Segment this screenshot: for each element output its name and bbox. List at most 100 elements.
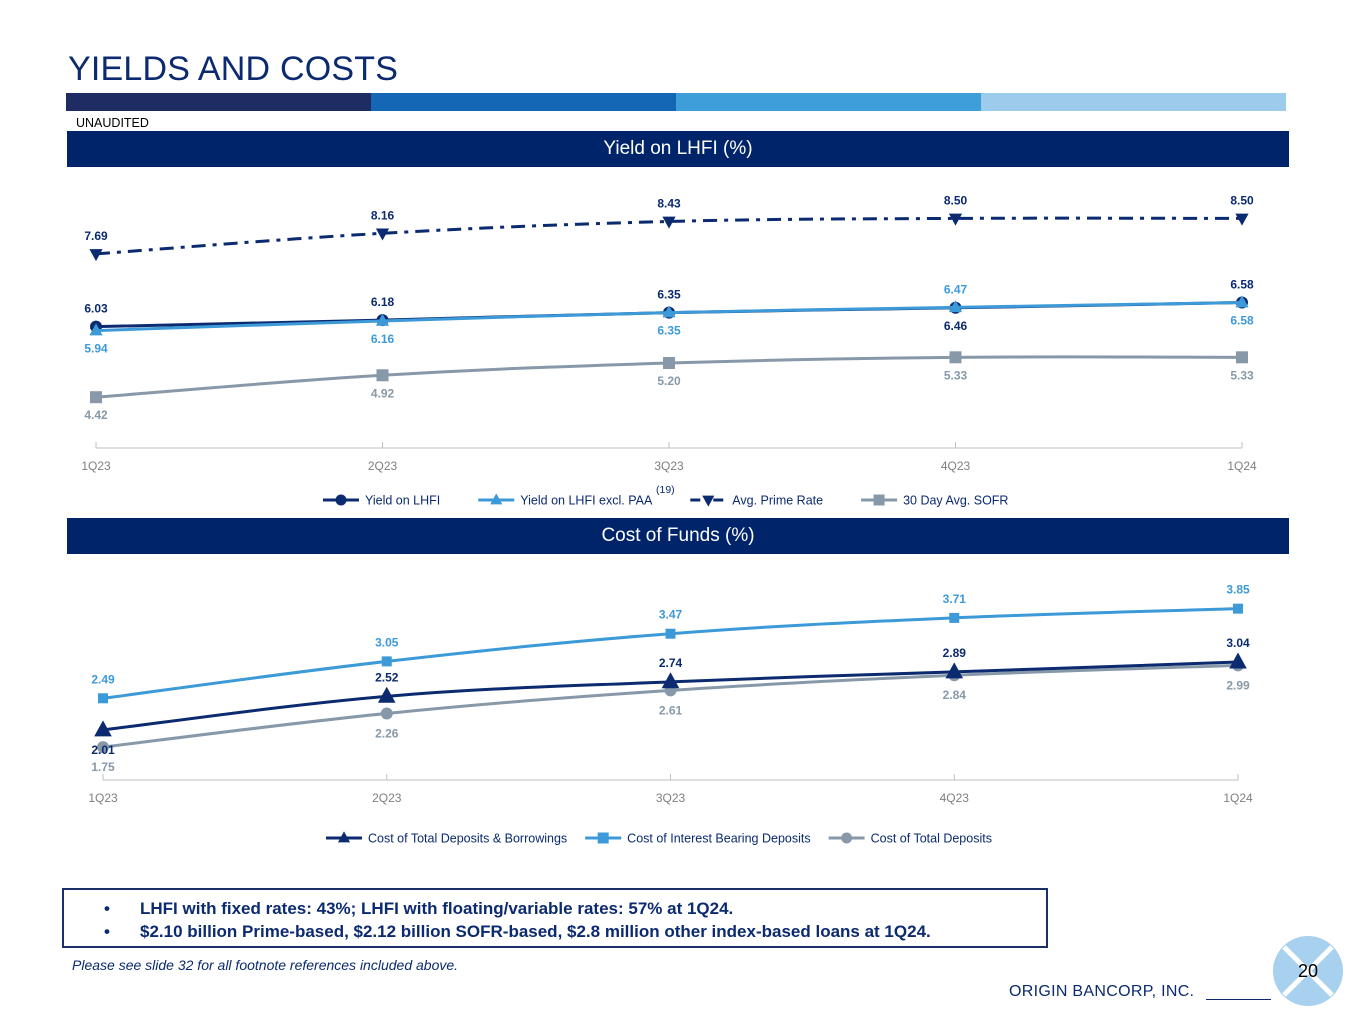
data-point-marker: [89, 249, 103, 262]
color-bar-segment-1: [66, 93, 371, 111]
key-points-box: • LHFI with fixed rates: 43%; LHFI with …: [62, 888, 1048, 948]
data-point-marker: [948, 300, 963, 313]
legend-marker: [335, 494, 347, 506]
x-tick-label: 4Q23: [941, 459, 971, 473]
data-label: 7.69: [84, 229, 108, 243]
data-point-marker: [375, 228, 390, 241]
data-label: 3.71: [943, 592, 967, 606]
x-tick-label: 2Q23: [368, 459, 398, 473]
legend-marker: [490, 493, 503, 505]
origin-logo-icon: [1273, 936, 1343, 1006]
data-label: 6.35: [657, 324, 681, 338]
legend-label: Cost of Total Deposits & Borrowings: [368, 832, 567, 846]
legend-entry: Cost of Interest Bearing Deposits: [585, 832, 811, 846]
data-label: 2.84: [943, 688, 967, 702]
x-tick-label: 1Q24: [1227, 459, 1257, 473]
company-name: ORIGIN BANCORP, INC.: [1009, 983, 1195, 1000]
data-point-marker: [662, 216, 676, 229]
x-tick-label: 1Q23: [81, 459, 111, 473]
data-label: 2.89: [943, 646, 967, 660]
data-point-marker: [380, 707, 393, 720]
cost-chart-header: Cost of Funds (%): [67, 518, 1289, 554]
data-point-marker: [1235, 295, 1249, 308]
yield-chart-header: Yield on LHFI (%): [67, 131, 1289, 167]
data-label: 6.47: [944, 282, 968, 296]
data-label: 2.61: [659, 703, 683, 717]
data-label: 6.35: [657, 288, 681, 302]
legend-label: Cost of Total Deposits: [871, 832, 992, 846]
data-label: 2.01: [91, 743, 115, 757]
data-label: 3.47: [659, 608, 683, 622]
data-label: 6.46: [944, 319, 968, 333]
data-point-marker: [1229, 652, 1247, 669]
legend-marker: [873, 494, 885, 506]
legend-label: Yield on LHFI: [365, 494, 440, 508]
x-tick-label: 4Q23: [940, 791, 970, 805]
company-underline: [1206, 999, 1271, 1000]
x-tick-label: 1Q23: [88, 791, 118, 805]
page-number: 20: [1298, 961, 1319, 981]
data-label: 8.16: [371, 208, 395, 222]
data-point-marker: [948, 213, 963, 226]
data-label: 1.75: [91, 760, 115, 774]
bullet-symbol: •: [104, 922, 110, 941]
x-tick-label: 1Q24: [1223, 791, 1253, 805]
data-point-marker: [98, 693, 108, 704]
data-label: 2.49: [91, 672, 115, 686]
data-label: 2.74: [659, 656, 683, 670]
data-label: 5.33: [1230, 368, 1254, 382]
data-label: 3.04: [1226, 636, 1250, 650]
series-cost-of-interest-bearing-deposits: 2.49 3.05 3.47 3.71 3.85: [91, 583, 1250, 704]
page-title: YIELDS AND COSTS: [68, 50, 399, 88]
legend-marker: [337, 831, 351, 843]
data-point-marker: [945, 662, 964, 679]
legend-entry: Cost of Total Deposits & Borrowings: [326, 831, 567, 846]
data-point-marker: [375, 313, 390, 326]
data-point-marker: [94, 720, 112, 737]
cost-of-funds-chart: 1Q23 2Q23 3Q23 4Q23 1Q24 1.75 2.26 2.61 2.84 2.99…: [88, 583, 1253, 846]
legend-entry: 30 Day Avg. SOFR: [861, 494, 1008, 508]
data-point-marker: [1236, 351, 1248, 364]
data-point-marker: [376, 369, 389, 382]
data-point-marker: [949, 351, 962, 364]
data-label: 6.18: [371, 295, 395, 309]
x-tick-label: 2Q23: [372, 791, 402, 805]
legend-label: Cost of Interest Bearing Deposits: [627, 832, 810, 846]
series-avg-prime-rate: 7.69 8.16 8.43 8.50 8.50: [84, 193, 1254, 262]
data-label: 8.50: [1230, 193, 1254, 207]
legend-entry: Yield on LHFI excl. PAA: [478, 493, 653, 508]
data-point-marker: [97, 741, 109, 754]
bullet-symbol: •: [104, 899, 110, 918]
series-30-day-avg-sofr: 4.42 4.92 5.20 5.33 5.33: [84, 351, 1254, 422]
legend-entry: Yield on LHFI: [323, 494, 440, 508]
data-label: 2.52: [375, 670, 399, 684]
data-label: 4.92: [371, 386, 395, 400]
data-label: 3.05: [375, 635, 399, 649]
data-label: 3.85: [1226, 583, 1250, 597]
data-point-marker: [949, 612, 960, 623]
series-line: [95, 216, 1243, 256]
legend-label: Avg. Prime Rate: [732, 494, 823, 508]
data-label: 5.33: [944, 368, 968, 382]
data-label: 6.58: [1230, 278, 1254, 292]
data-label: 5.20: [657, 374, 681, 388]
legend-entry: Avg. Prime Rate: [690, 494, 823, 508]
series-cost-of-total-deposits-borrowings: 2.01 2.52 2.74 2.89 3.04: [91, 636, 1250, 757]
unaudited-label: UNAUDITED: [76, 116, 149, 130]
data-label: 2.26: [375, 726, 399, 740]
data-label: 5.94: [84, 342, 108, 356]
bullet-item: • LHFI with fixed rates: 43%; LHFI with …: [104, 897, 1046, 920]
data-label: 6.16: [371, 332, 395, 346]
legend-footnote-marker: (19): [656, 484, 675, 496]
data-point-marker: [381, 656, 392, 667]
data-point-marker: [89, 323, 103, 336]
data-label: 4.42: [84, 408, 108, 422]
data-point-marker: [661, 672, 680, 689]
color-bar-segment-3: [676, 93, 981, 111]
bullet-item: • $2.10 billion Prime-based, $2.12 billi…: [104, 920, 1046, 943]
data-label: 8.43: [657, 196, 681, 210]
legend-label: 30 Day Avg. SOFR: [903, 494, 1008, 508]
data-point-marker: [665, 628, 676, 639]
data-point-marker: [1233, 603, 1243, 614]
title-color-bar: [66, 93, 1286, 111]
